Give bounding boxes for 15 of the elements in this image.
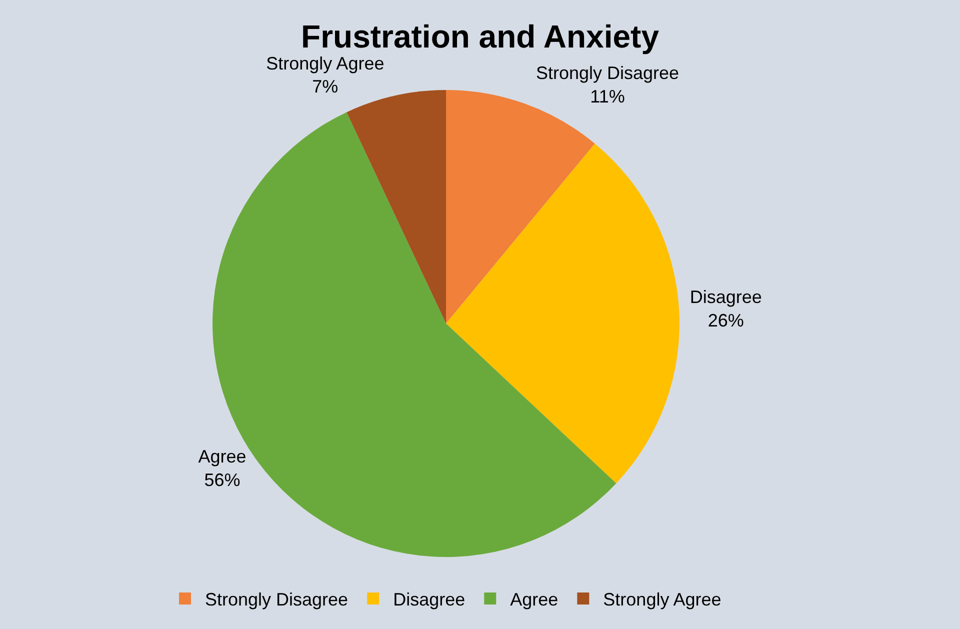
- legend-label: Strongly Agree: [603, 590, 722, 610]
- legend-label: Agree: [510, 590, 558, 610]
- slice-label: Agree: [198, 446, 246, 467]
- slice-label: Disagree: [690, 287, 762, 308]
- data-label: 11%: [590, 86, 625, 106]
- data-label: 26%: [708, 310, 744, 330]
- chart-title: Frustration and Anxiety: [301, 18, 660, 55]
- slice-label: Strongly Disagree: [536, 62, 680, 83]
- legend-label: Disagree: [393, 590, 466, 610]
- pie-slice: [346, 90, 446, 324]
- legend-label: Strongly Disagree: [205, 590, 348, 610]
- data-label: 56%: [204, 470, 240, 490]
- data-label: 7%: [312, 76, 338, 97]
- pie-slice: [446, 144, 680, 484]
- slice-label: Strongly Agree: [266, 53, 384, 74]
